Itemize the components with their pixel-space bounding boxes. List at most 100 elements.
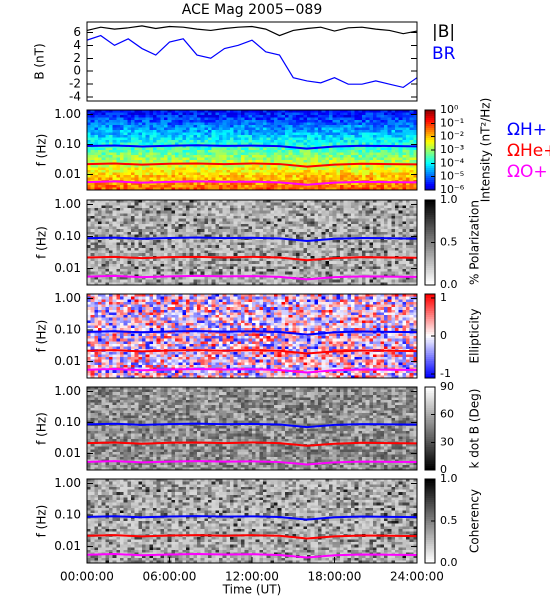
spectrogram-cell	[380, 132, 385, 136]
spectrogram-cell	[149, 185, 154, 188]
spectrogram-cell	[398, 160, 403, 163]
spectrogram-cell	[244, 175, 249, 178]
spectrogram-cell	[354, 120, 359, 123]
spectrogram-cell	[116, 170, 121, 173]
spectrogram-cell	[409, 210, 414, 214]
spectrogram-cell	[406, 110, 411, 113]
spectrogram-cell	[186, 187, 191, 191]
spectrogram-cell	[318, 218, 323, 222]
spectrogram-image	[87, 200, 418, 286]
spectrogram-cell	[358, 205, 363, 209]
spectrogram-cell	[138, 132, 143, 136]
spectrogram-cell	[369, 125, 374, 128]
spectrogram-cell	[112, 210, 117, 214]
spectrogram-cell	[142, 125, 147, 128]
spectrogram-cell	[376, 125, 381, 128]
spectrogram-cell	[204, 150, 209, 153]
spectrogram-cell	[123, 218, 128, 222]
spectrogram-cell	[149, 210, 154, 214]
spectrogram-cell	[109, 155, 114, 158]
spectrogram-cell	[134, 200, 139, 204]
spectrogram-cell	[351, 135, 356, 138]
spectrogram-cell	[215, 207, 220, 212]
spectrogram-cell	[266, 172, 271, 176]
spectrogram-cell	[186, 215, 191, 220]
spectrogram-cell	[142, 226, 147, 230]
spectrogram-cell	[145, 115, 150, 118]
spectrogram-cell	[314, 135, 319, 138]
spectrogram-cell	[384, 132, 389, 136]
spectrogram-cell	[307, 142, 312, 146]
spectrogram-cell	[299, 145, 304, 148]
spectrogram-cell	[398, 165, 403, 168]
spectrogram-cell	[215, 122, 220, 126]
spectrogram-cell	[395, 207, 400, 212]
spectrogram-cell	[391, 157, 396, 161]
spectrogram-cell	[200, 132, 205, 136]
spectrogram-cell	[351, 218, 356, 222]
spectrogram-cell	[380, 157, 385, 161]
spectrogram-cell	[362, 137, 367, 141]
spectrogram-cell	[369, 140, 374, 143]
spectrogram-cell	[87, 110, 92, 113]
spectrogram-cell	[395, 112, 400, 116]
spectrogram-cell	[230, 110, 235, 113]
spectrogram-cell	[395, 215, 400, 220]
spectrogram-cell	[354, 112, 359, 116]
spectrogram-cell	[90, 187, 95, 191]
spectrogram-cell	[233, 125, 238, 128]
spectrogram-cell	[189, 145, 194, 148]
spectrogram-cell	[362, 187, 367, 191]
spectrogram-cell	[241, 187, 246, 191]
spectrogram-cell	[310, 152, 315, 156]
spectrogram-cell	[303, 200, 308, 204]
spectrogram-cell	[299, 150, 304, 153]
spectrogram-cell	[241, 182, 246, 186]
spectrogram-cell	[303, 117, 308, 121]
spectrogram-cell	[120, 117, 125, 121]
spectrogram-cell	[153, 135, 158, 138]
spectrogram-cell	[134, 175, 139, 178]
spectrogram-cell	[193, 160, 198, 163]
spectrogram-cell	[156, 112, 161, 116]
spectrogram-cell	[358, 200, 363, 204]
spectrogram-cell	[277, 110, 282, 113]
spectrogram-cell	[171, 207, 176, 212]
spectrogram-cell	[127, 140, 132, 143]
spectrogram-cell	[120, 110, 125, 113]
spectrogram-cell	[142, 127, 147, 131]
spectrogram-cell	[288, 117, 293, 121]
spectrogram-cell	[384, 223, 389, 228]
spectrogram-cell	[237, 157, 242, 161]
spectrogram-cell	[387, 150, 392, 153]
spectrogram-cell	[208, 170, 213, 173]
spectrogram-cell	[138, 167, 143, 171]
spectrogram-cell	[303, 185, 308, 188]
spectrogram-cell	[123, 147, 128, 151]
spectrogram-cell	[101, 200, 106, 204]
spectrogram-cell	[204, 155, 209, 158]
spectrogram-cell	[395, 120, 400, 123]
spectrogram-cell	[351, 117, 356, 121]
spectrogram-cell	[365, 115, 370, 118]
spectrogram-cell	[376, 147, 381, 151]
spectrogram-cell	[98, 117, 103, 121]
spectrogram-cell	[244, 115, 249, 118]
spectrogram-cell	[145, 120, 150, 123]
spectrogram-cell	[215, 120, 220, 123]
spectrogram-cell	[285, 207, 290, 212]
spectrogram-cell	[274, 132, 279, 136]
spectrogram-cell	[310, 175, 315, 178]
spectrogram-cell	[244, 152, 249, 156]
spectrogram-cell	[277, 115, 282, 118]
spectrogram-cell	[292, 221, 297, 225]
spectrogram-cell	[340, 200, 345, 204]
spectrogram-cell	[281, 115, 286, 118]
spectrogram-cell	[156, 140, 161, 143]
spectrogram-cell	[391, 182, 396, 186]
spectrogram-cell	[219, 135, 224, 138]
spectrogram-cell	[413, 150, 418, 153]
spectrogram-cell	[142, 155, 147, 158]
spectrogram-cell	[230, 137, 235, 141]
spectrogram-cell	[200, 182, 205, 186]
